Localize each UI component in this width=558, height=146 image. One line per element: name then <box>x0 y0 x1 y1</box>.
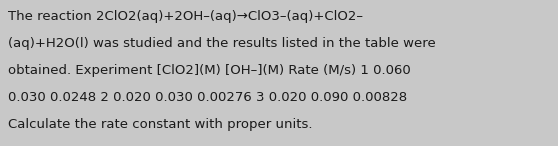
Text: 0.030 0.0248 2 0.020 0.030 0.00276 3 0.020 0.090 0.00828: 0.030 0.0248 2 0.020 0.030 0.00276 3 0.0… <box>8 91 407 104</box>
Text: (aq)+H2O(l) was studied and the results listed in the table were: (aq)+H2O(l) was studied and the results … <box>8 37 436 50</box>
Text: The reaction 2ClO2(aq)+2OH–(aq)→ClO3–(aq)+ClO2–: The reaction 2ClO2(aq)+2OH–(aq)→ClO3–(aq… <box>8 10 363 23</box>
Text: obtained. Experiment [ClO2](M) [OH–](M) Rate (M/s) 1 0.060: obtained. Experiment [ClO2](M) [OH–](M) … <box>8 64 411 77</box>
Text: Calculate the rate constant with proper units.: Calculate the rate constant with proper … <box>8 118 313 131</box>
